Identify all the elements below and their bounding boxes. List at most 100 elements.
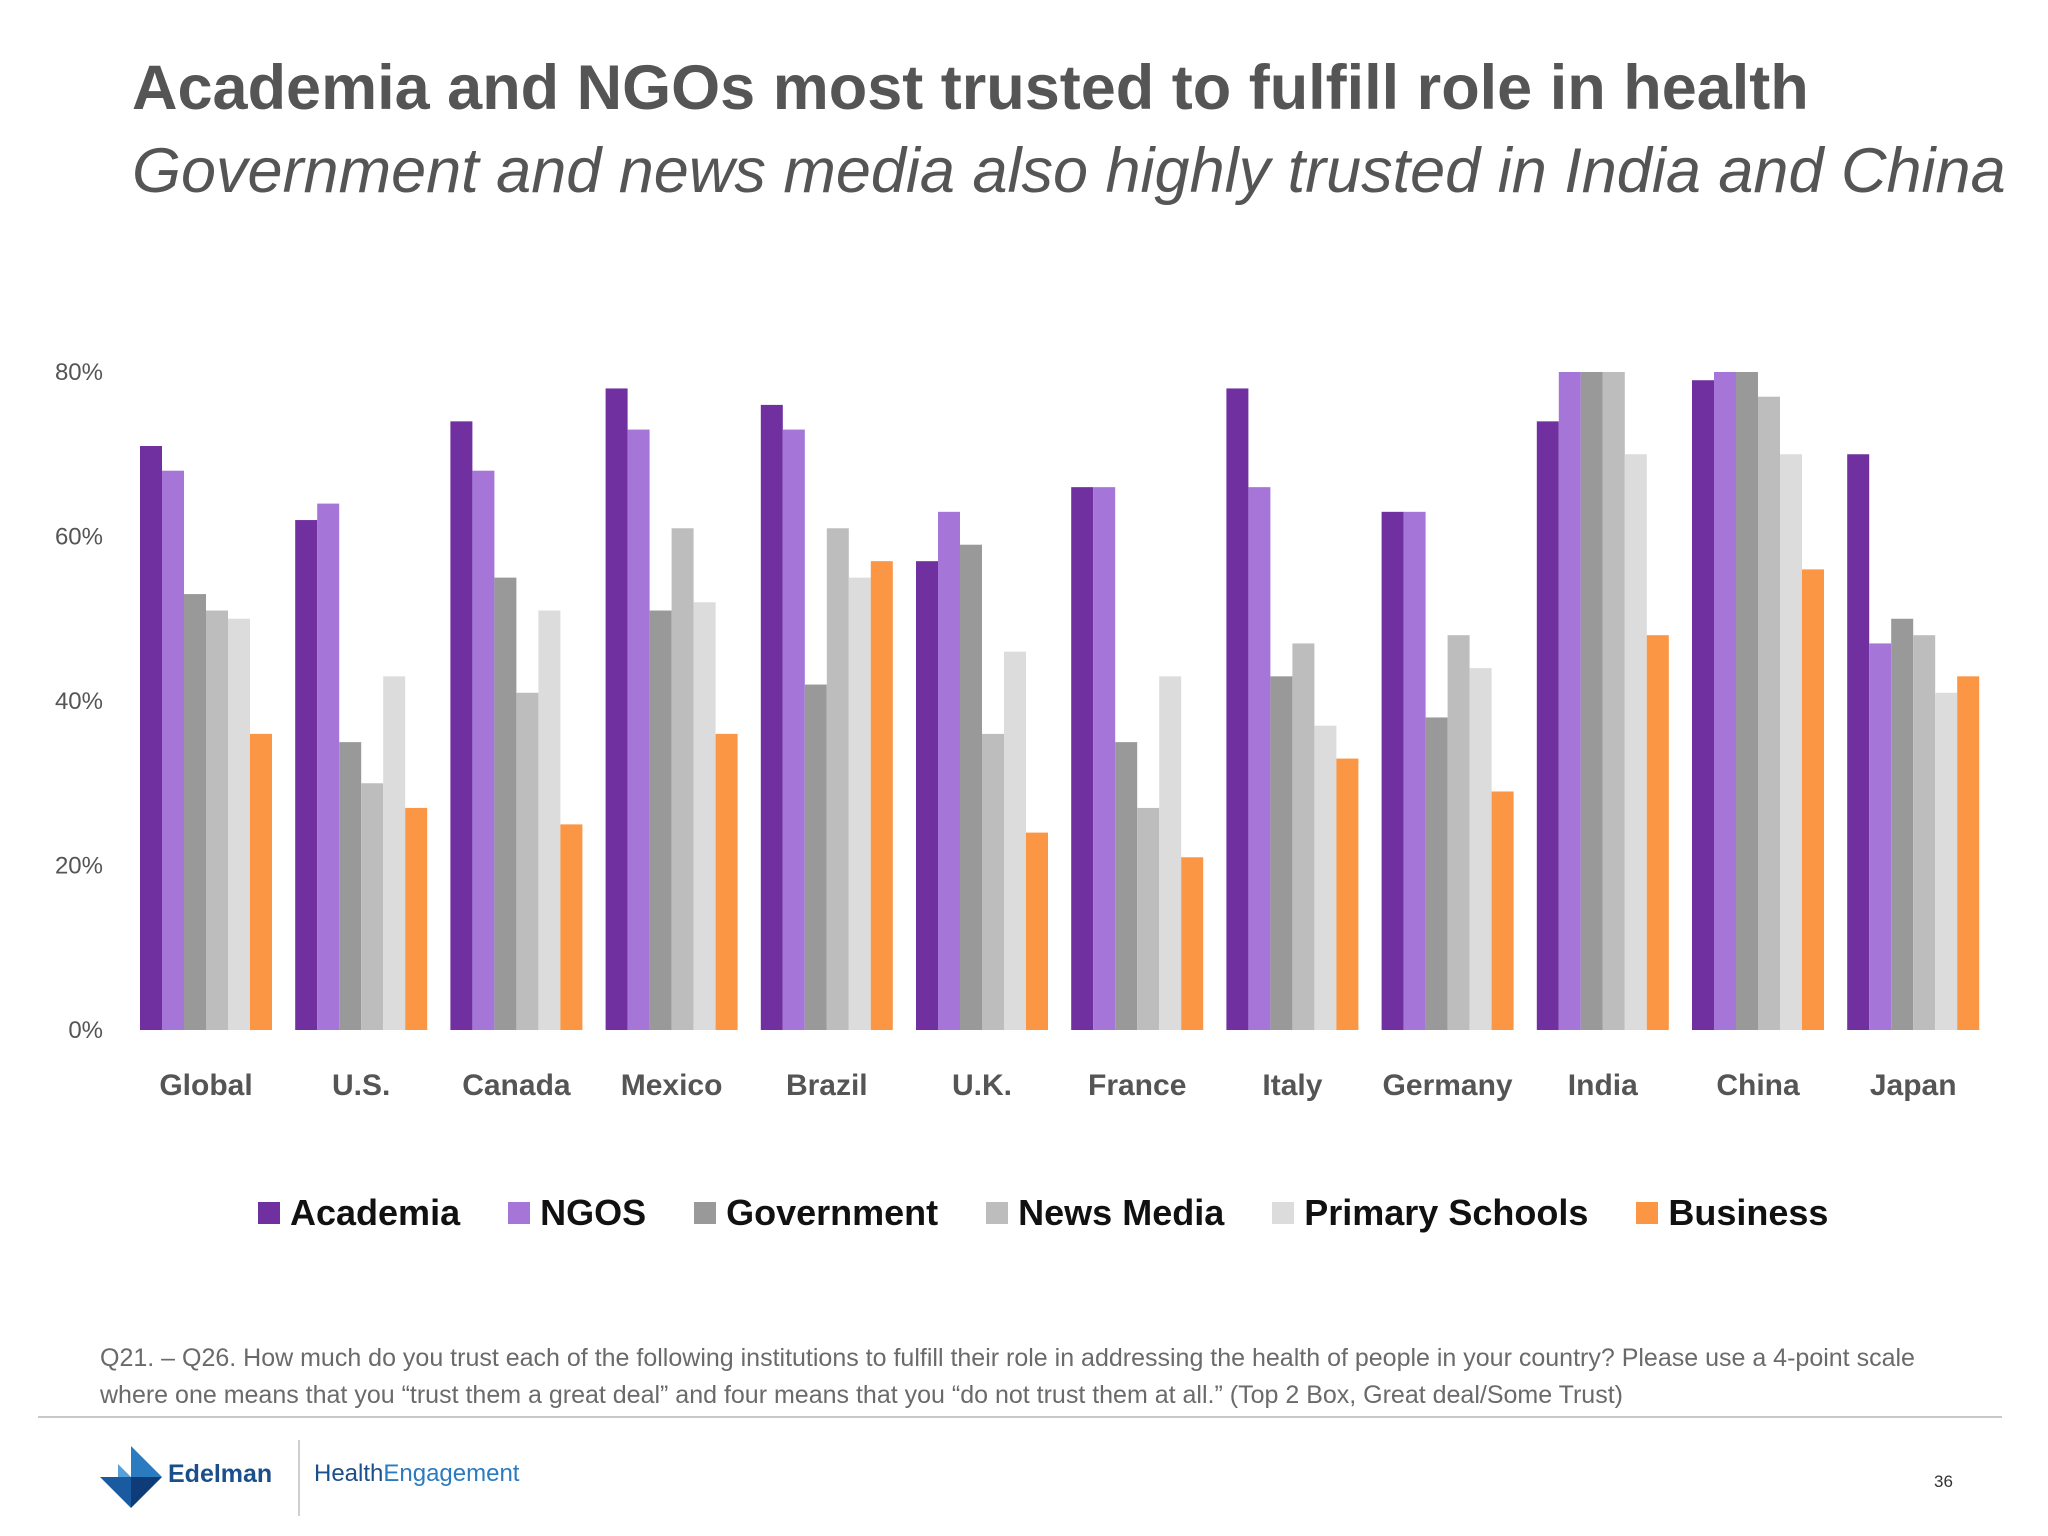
bar xyxy=(1425,717,1448,1030)
y-tick-label: 60% xyxy=(55,524,103,551)
bar xyxy=(1957,676,1980,1030)
bar xyxy=(538,610,561,1030)
bar xyxy=(184,594,206,1030)
bar xyxy=(1758,396,1780,1030)
x-category-label: Italy xyxy=(1262,1069,1322,1102)
x-category-label: Brazil xyxy=(786,1069,868,1102)
bar xyxy=(516,692,539,1030)
bar xyxy=(1115,742,1138,1030)
bar xyxy=(295,520,318,1030)
bar xyxy=(560,824,583,1030)
x-category-label: Germany xyxy=(1383,1069,1513,1102)
bar xyxy=(1093,487,1116,1030)
bar xyxy=(1447,635,1470,1030)
bar-chart: 0% 20% 40% 60% 80% Global U.S. Canada Mexico Braz… xyxy=(55,359,1980,1102)
health-engagement-brand: HealthEngagement xyxy=(314,1460,519,1488)
x-category-label: India xyxy=(1568,1069,1638,1102)
bar xyxy=(228,618,250,1030)
bar xyxy=(1004,651,1026,1030)
bar xyxy=(383,676,406,1030)
bar xyxy=(1491,791,1514,1030)
bar xyxy=(1181,857,1204,1030)
bar xyxy=(1248,487,1271,1030)
bar xyxy=(605,388,628,1030)
legend-item: Primary Schools xyxy=(1272,1192,1588,1234)
bar xyxy=(1270,676,1293,1030)
bar xyxy=(472,470,495,1030)
bar xyxy=(1602,372,1625,1030)
bar xyxy=(1646,635,1669,1030)
legend-swatch xyxy=(1636,1202,1659,1224)
page-number: 36 xyxy=(1934,1472,1953,1491)
edelman-logo-text: Edelman xyxy=(168,1460,273,1488)
bar xyxy=(1891,618,1914,1030)
bar xyxy=(1292,643,1315,1030)
legend-swatch xyxy=(508,1202,531,1224)
bar xyxy=(1469,668,1492,1030)
slide-title: Academia and NGOs most trusted to fulfil… xyxy=(132,53,1809,123)
bar xyxy=(1624,454,1647,1030)
bar xyxy=(405,807,428,1030)
legend-label: Government xyxy=(726,1192,939,1233)
footer: Edelman HealthEngagement 36 xyxy=(98,1440,1998,1520)
legend-label: Academia xyxy=(290,1192,461,1233)
legend-swatch xyxy=(1272,1202,1295,1224)
bar xyxy=(1536,421,1559,1031)
bar xyxy=(1026,832,1048,1030)
y-tick-label: 80% xyxy=(55,359,103,386)
bar xyxy=(162,470,184,1030)
bar xyxy=(938,511,960,1030)
y-tick-label: 40% xyxy=(55,688,103,715)
bar xyxy=(317,503,340,1031)
x-category-label: Japan xyxy=(1870,1069,1957,1102)
footer-divider xyxy=(38,1416,2002,1418)
bar xyxy=(450,421,473,1031)
legend-swatch xyxy=(258,1202,280,1224)
bar xyxy=(1935,692,1958,1030)
legend-label: Primary Schools xyxy=(1304,1192,1589,1233)
bar xyxy=(339,742,362,1030)
bar xyxy=(361,783,384,1030)
bar xyxy=(916,561,938,1030)
bar xyxy=(1869,643,1892,1030)
legend-swatch xyxy=(694,1202,717,1224)
bar xyxy=(1159,676,1182,1030)
x-category-label: Mexico xyxy=(621,1069,723,1102)
bar xyxy=(1780,454,1802,1030)
bar xyxy=(140,446,162,1030)
bar xyxy=(1802,569,1824,1030)
bar xyxy=(671,528,694,1030)
bar xyxy=(715,733,738,1030)
legend-item: Business xyxy=(1636,1192,1828,1234)
x-category-label: Canada xyxy=(462,1069,571,1102)
bar xyxy=(1714,372,1736,1030)
bar xyxy=(1137,807,1160,1030)
bar xyxy=(250,733,272,1030)
bar xyxy=(1314,725,1337,1030)
bar xyxy=(1692,380,1714,1031)
x-category-label: Global xyxy=(159,1069,252,1102)
legend-item: NGOS xyxy=(508,1192,646,1234)
bar xyxy=(206,610,228,1030)
bar xyxy=(693,602,716,1030)
bar xyxy=(782,429,805,1030)
bar xyxy=(649,610,672,1030)
bar xyxy=(1071,487,1094,1030)
bar xyxy=(826,528,849,1030)
legend-item: Academia xyxy=(258,1192,460,1234)
footnote: Q21. – Q26. How much do you trust each o… xyxy=(100,1344,1915,1409)
brand-health: Health xyxy=(314,1460,384,1487)
y-tick-label: 0% xyxy=(68,1017,103,1044)
x-category-label: U.K. xyxy=(952,1069,1012,1102)
legend-label: NGOS xyxy=(540,1192,647,1233)
brand-engagement: Engagement xyxy=(383,1460,520,1487)
bar xyxy=(1226,388,1249,1030)
bar xyxy=(760,404,783,1030)
legend-item: News Media xyxy=(986,1192,1224,1234)
bar xyxy=(1736,372,1758,1030)
bar xyxy=(1403,511,1426,1030)
bar xyxy=(848,577,871,1030)
bar xyxy=(627,429,650,1030)
bar xyxy=(804,684,827,1030)
slide-subtitle: Government and news media also highly tr… xyxy=(132,136,2006,206)
